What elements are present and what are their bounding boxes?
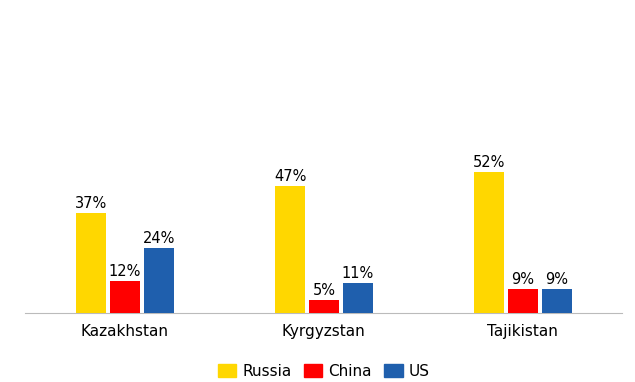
Text: 47%: 47%: [274, 169, 306, 184]
Legend: Russia, China, US: Russia, China, US: [212, 358, 436, 382]
Text: 11%: 11%: [342, 266, 374, 281]
Text: 9%: 9%: [545, 272, 568, 286]
Bar: [343, 283, 373, 313]
Text: 52%: 52%: [473, 155, 505, 170]
Bar: [144, 248, 173, 313]
Text: 9%: 9%: [511, 272, 534, 286]
Text: 24%: 24%: [142, 231, 175, 246]
Bar: [275, 186, 305, 313]
Bar: [508, 289, 538, 313]
Text: 5%: 5%: [312, 283, 335, 298]
Bar: [309, 300, 339, 313]
Bar: [542, 289, 572, 313]
Text: 37%: 37%: [75, 196, 107, 211]
Text: 12%: 12%: [109, 264, 141, 278]
Bar: [110, 281, 140, 313]
Bar: [76, 213, 106, 313]
Bar: [474, 172, 504, 313]
